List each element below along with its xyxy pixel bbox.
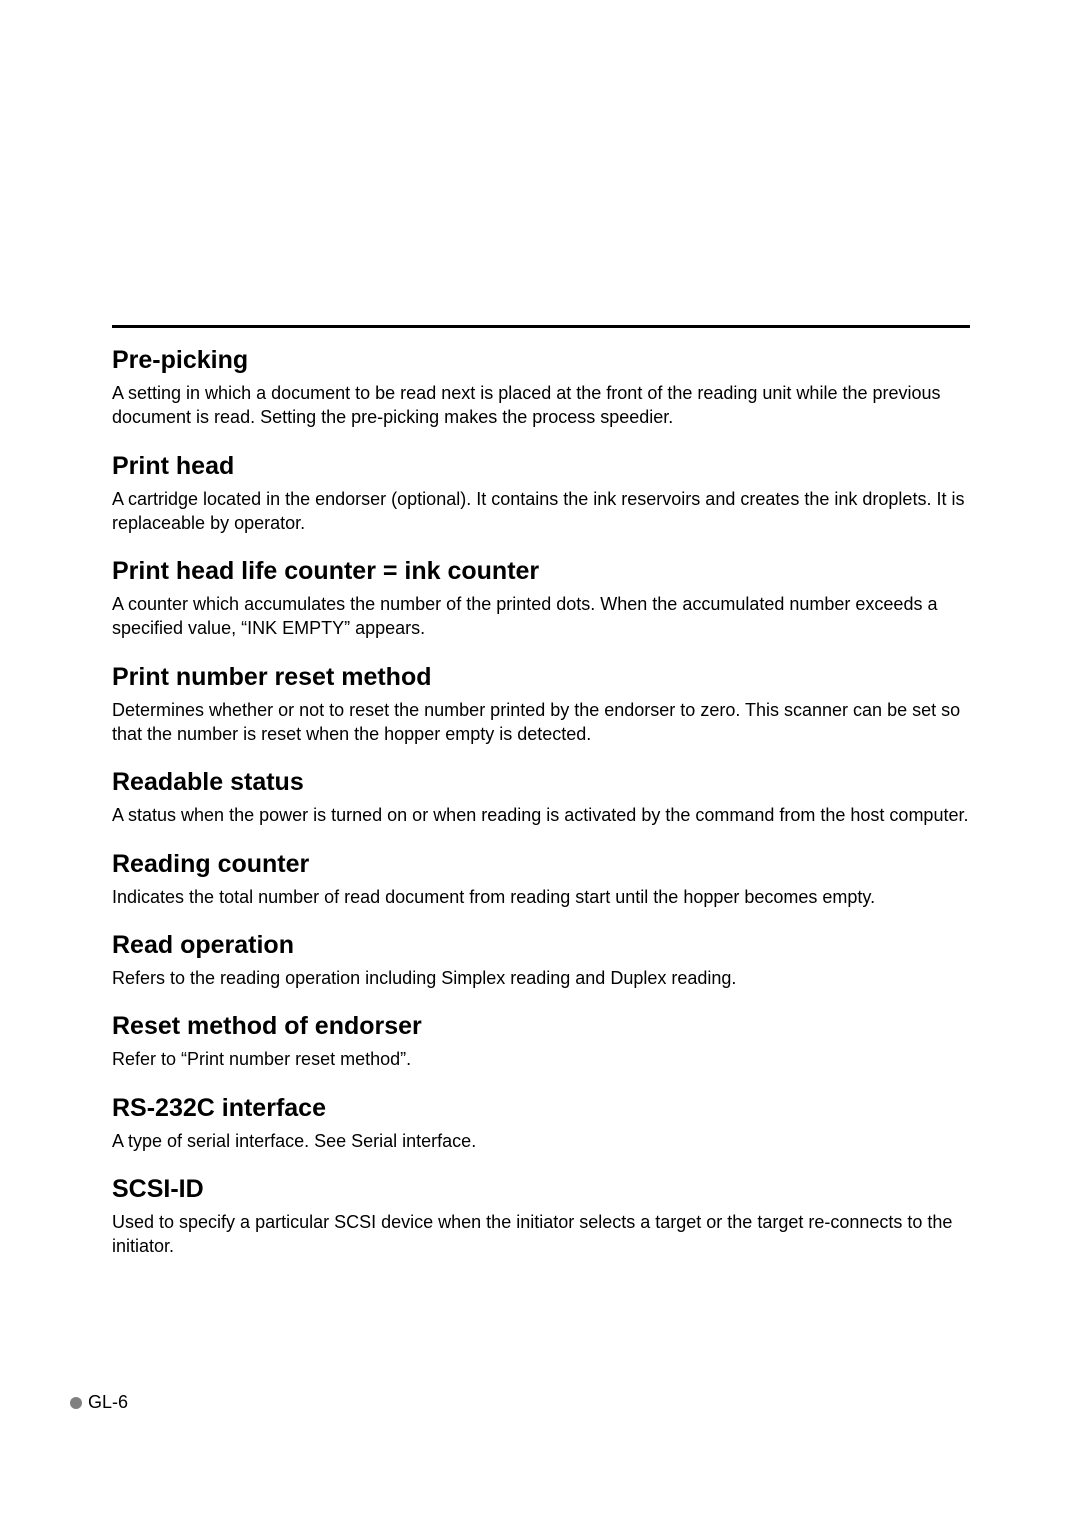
page-number: GL-6 [88,1392,128,1413]
glossary-definition: Refer to “Print number reset method”. [112,1047,970,1071]
bullet-icon [70,1397,82,1409]
glossary-definition: Determines whether or not to reset the n… [112,698,970,747]
glossary-entry: RS-232C interface A type of serial inter… [112,1094,970,1153]
glossary-term: Print head [112,452,970,481]
glossary-term: Reset method of endorser [112,1012,970,1041]
glossary-definition: A counter which accumulates the number o… [112,592,970,641]
glossary-definition: Used to specify a particular SCSI device… [112,1210,970,1259]
glossary-entry: Readable status A status when the power … [112,768,970,827]
glossary-entry: Read operation Refers to the reading ope… [112,931,970,990]
glossary-term: Print number reset method [112,663,970,692]
glossary-entry: Print number reset method Determines whe… [112,663,970,747]
glossary-entry: Print head A cartridge located in the en… [112,452,970,536]
glossary-definition: A status when the power is turned on or … [112,803,970,827]
glossary-entry: Pre-picking A setting in which a documen… [112,346,970,430]
glossary-entry: SCSI-ID Used to specify a particular SCS… [112,1175,970,1259]
glossary-definition: A type of serial interface. See Serial i… [112,1129,970,1153]
glossary-entry: Reading counter Indicates the total numb… [112,850,970,909]
glossary-definition: Refers to the reading operation includin… [112,966,970,990]
document-page: Pre-picking A setting in which a documen… [0,0,1080,1528]
glossary-definition: A cartridge located in the endorser (opt… [112,487,970,536]
glossary-definition: A setting in which a document to be read… [112,381,970,430]
glossary-term: Reading counter [112,850,970,879]
header-rule [112,325,970,328]
glossary-term: SCSI-ID [112,1175,970,1204]
glossary-term: Read operation [112,931,970,960]
page-footer: GL-6 [70,1392,128,1413]
glossary-term: RS-232C interface [112,1094,970,1123]
glossary-term: Pre-picking [112,346,970,375]
glossary-term: Readable status [112,768,970,797]
glossary-definition: Indicates the total number of read docum… [112,885,970,909]
glossary-entry: Print head life counter = ink counter A … [112,557,970,641]
glossary-entry: Reset method of endorser Refer to “Print… [112,1012,970,1071]
glossary-term: Print head life counter = ink counter [112,557,970,586]
